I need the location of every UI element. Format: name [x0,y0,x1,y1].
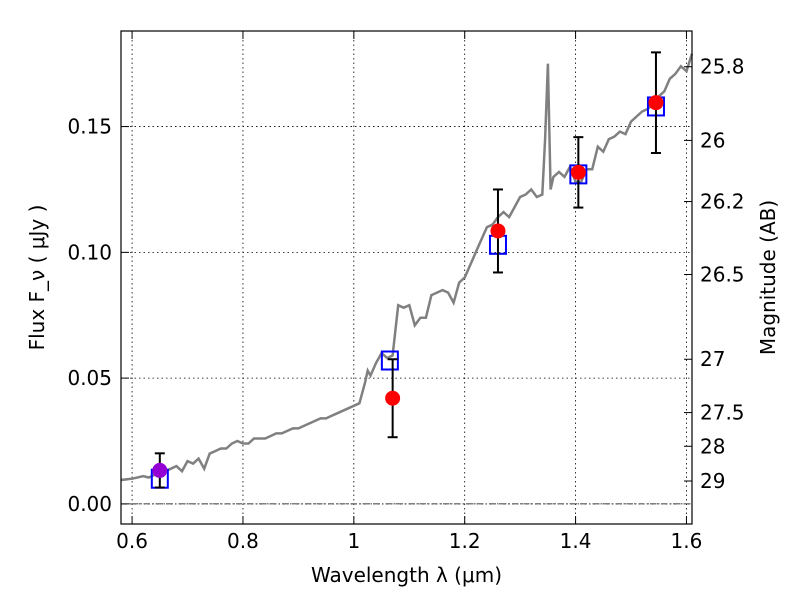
right-tick-label: 29 [700,469,725,493]
right-tick-label: 26.2 [700,190,745,214]
x-tick-label: 1.4 [560,529,592,553]
grid-layer [121,31,692,524]
right-tick-label: 27.5 [700,401,745,425]
x-tick-label: 1 [347,529,360,553]
model-spectrum-line [120,53,694,482]
model-square-marker [380,350,399,371]
y-axis-title: Flux F_ν ( μJy ) [25,205,49,351]
x-axis-title: Wavelength λ (μm) [311,563,502,587]
y-tick-label: 0.15 [67,115,112,139]
plot-frame [120,30,693,525]
right-tick-label: 25.8 [700,55,745,79]
x-tick-label: 1.6 [671,529,703,553]
right-axis-title: Magnitude (AB) [756,200,780,355]
y-tick-label: 0.00 [67,492,112,516]
observed-points-layer [152,51,664,489]
right-tick-label: 26 [700,128,725,152]
right-tick-label: 28 [700,434,725,458]
x-tick-label: 0.8 [227,529,259,553]
right-tick-label: 27 [700,347,725,371]
x-tick-label: 0.6 [116,529,148,553]
observed-point [490,223,506,239]
observed-point [648,95,664,111]
x-tick-label: 1.2 [449,529,481,553]
y-tick-label: 0.05 [67,366,112,390]
right-tick-label: 26.5 [700,262,745,286]
ticks-layer [121,31,692,524]
observed-point [152,462,168,478]
tick-labels-layer: 0.6 0.8 1 1.2 1.4 1.6 0.00 0.05 0.10 0.15 25.8 26 26… [67,55,744,553]
y-tick-label: 0.10 [67,240,112,264]
observed-point [385,390,401,406]
model-squares-layer [150,96,665,489]
observed-point [570,164,586,180]
